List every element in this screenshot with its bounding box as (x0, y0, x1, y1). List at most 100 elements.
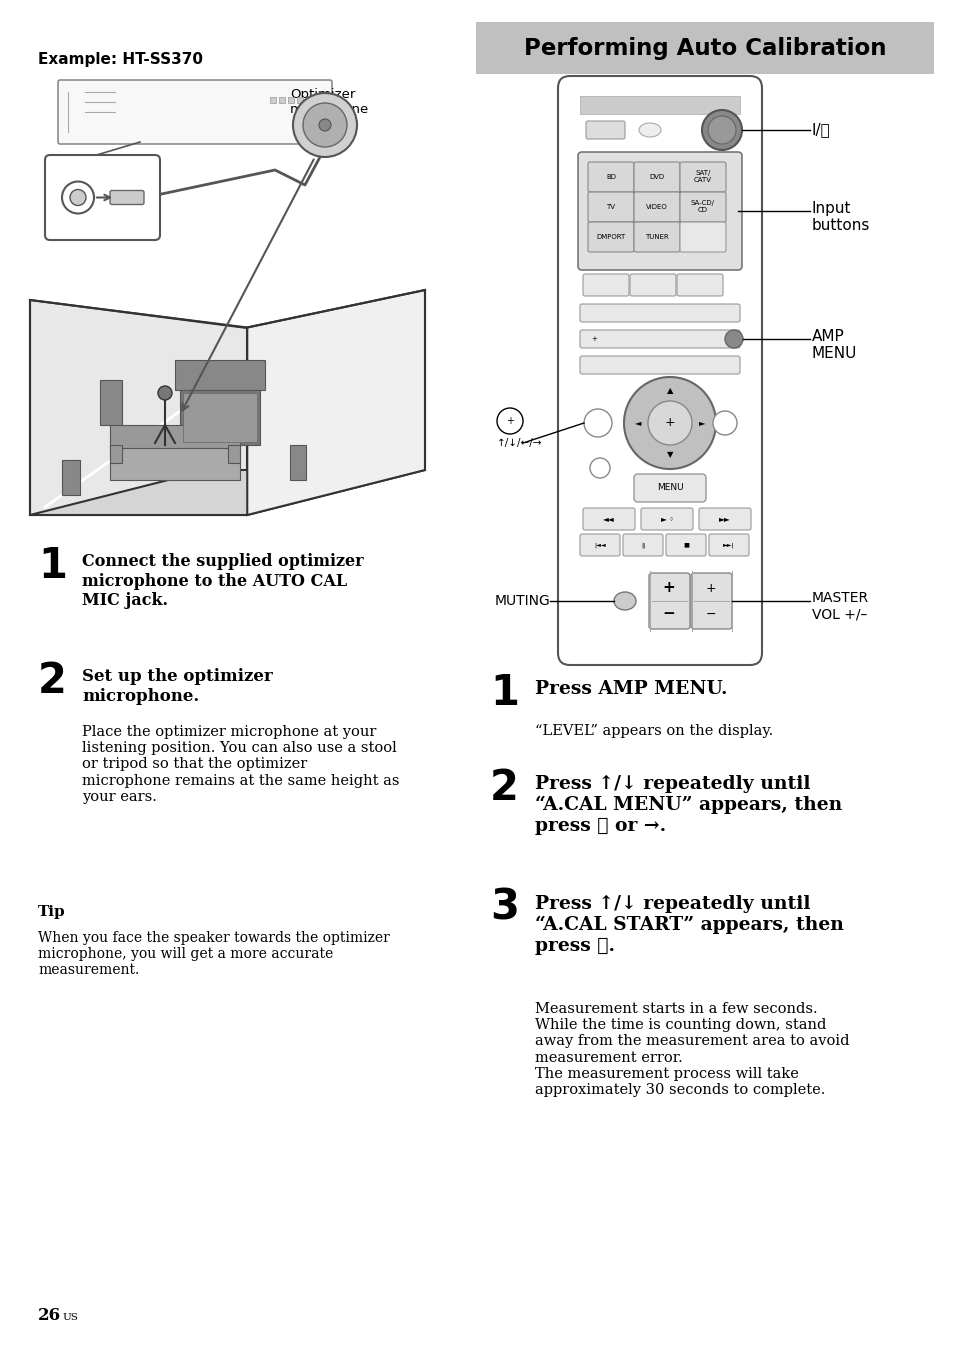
Text: −: − (705, 607, 716, 621)
Text: −: − (662, 607, 675, 622)
FancyBboxPatch shape (677, 274, 722, 296)
Bar (314, 97, 320, 103)
Text: SAT/
CATV: SAT/ CATV (693, 170, 711, 184)
Bar (296, 97, 303, 103)
Text: |◄◄: |◄◄ (594, 542, 605, 548)
Text: Place the optimizer microphone at your
listening position. You can also use a st: Place the optimizer microphone at your l… (82, 725, 399, 804)
Circle shape (303, 103, 347, 147)
FancyBboxPatch shape (634, 162, 679, 192)
Circle shape (712, 411, 737, 435)
Text: 1: 1 (38, 545, 67, 587)
Circle shape (583, 410, 612, 437)
FancyBboxPatch shape (634, 192, 679, 222)
Text: ▼: ▼ (666, 450, 673, 460)
FancyBboxPatch shape (634, 222, 679, 251)
Ellipse shape (639, 123, 660, 137)
FancyBboxPatch shape (634, 475, 705, 502)
Text: ||: || (640, 542, 644, 548)
Text: ►►: ►► (719, 515, 730, 523)
Text: Press ↑/↓ repeatedly until
“A.CAL START” appears, then
press ⓣ.: Press ↑/↓ repeatedly until “A.CAL START”… (535, 895, 843, 955)
Circle shape (497, 408, 522, 434)
Text: ▲: ▲ (666, 387, 673, 396)
Bar (110, 445, 240, 480)
Circle shape (70, 189, 86, 206)
Bar (288, 97, 294, 103)
Circle shape (318, 119, 331, 131)
Text: Performing Auto Calibration: Performing Auto Calibration (523, 37, 885, 59)
Bar (174, 360, 265, 389)
Text: Input
buttons: Input buttons (811, 201, 869, 234)
Text: VIDEO: VIDEO (645, 204, 667, 210)
Text: TUNER: TUNER (644, 234, 668, 241)
Text: ► ◦: ► ◦ (659, 515, 673, 523)
FancyBboxPatch shape (679, 222, 725, 251)
FancyBboxPatch shape (679, 192, 725, 222)
Bar (110, 425, 240, 448)
Text: Tip: Tip (38, 904, 66, 919)
Text: Measurement starts in a few seconds.
While the time is counting down, stand
away: Measurement starts in a few seconds. Whi… (535, 1002, 848, 1096)
Text: AMP
MENU: AMP MENU (811, 329, 857, 361)
Bar (100, 380, 122, 425)
Bar (278, 97, 285, 103)
Bar (180, 389, 260, 445)
Text: DVD: DVD (649, 174, 664, 180)
Bar (183, 393, 256, 442)
Polygon shape (247, 289, 424, 515)
Text: +: + (705, 581, 716, 595)
Text: DMPORT: DMPORT (596, 234, 625, 241)
Text: +: + (664, 416, 675, 430)
FancyBboxPatch shape (587, 222, 634, 251)
Text: ►►|: ►►| (722, 542, 734, 548)
FancyBboxPatch shape (45, 155, 160, 241)
Bar (306, 97, 312, 103)
Text: US: US (62, 1313, 78, 1321)
Text: MENU: MENU (656, 484, 682, 492)
Bar (228, 445, 240, 462)
Circle shape (623, 377, 716, 469)
FancyBboxPatch shape (579, 304, 740, 322)
Text: 1: 1 (490, 672, 518, 714)
Bar (290, 445, 306, 480)
Circle shape (647, 402, 691, 445)
Circle shape (589, 458, 609, 479)
Text: Connect the supplied optimizer
microphone to the AUTO CAL
MIC jack.: Connect the supplied optimizer microphon… (82, 553, 363, 610)
Circle shape (293, 93, 356, 157)
FancyBboxPatch shape (640, 508, 692, 530)
Text: +: + (591, 337, 597, 342)
FancyBboxPatch shape (690, 573, 731, 629)
Text: BD: BD (605, 174, 616, 180)
Text: 3: 3 (490, 887, 518, 929)
Text: Press ↑/↓ repeatedly until
“A.CAL MENU” appears, then
press ⓣ or →.: Press ↑/↓ repeatedly until “A.CAL MENU” … (535, 775, 841, 836)
Text: SA-CD/
CD: SA-CD/ CD (690, 200, 714, 214)
Text: ►: ► (698, 419, 704, 427)
FancyBboxPatch shape (110, 191, 144, 204)
Text: Set up the optimizer
microphone.: Set up the optimizer microphone. (82, 668, 273, 704)
FancyBboxPatch shape (648, 573, 689, 629)
Text: TV: TV (606, 204, 615, 210)
Text: ◄◄: ◄◄ (602, 515, 615, 523)
Text: ■: ■ (682, 542, 688, 548)
FancyBboxPatch shape (699, 508, 750, 530)
FancyBboxPatch shape (58, 80, 332, 145)
FancyBboxPatch shape (579, 534, 619, 556)
Text: ◄: ◄ (634, 419, 640, 427)
Bar (62, 460, 80, 495)
Bar (579, 96, 740, 114)
FancyBboxPatch shape (587, 192, 634, 222)
Circle shape (62, 181, 94, 214)
Text: CAL MIC: CAL MIC (85, 227, 130, 237)
Text: Example: HT-SS370: Example: HT-SS370 (38, 51, 203, 68)
FancyBboxPatch shape (558, 76, 761, 665)
Text: 26: 26 (38, 1306, 61, 1324)
FancyBboxPatch shape (582, 508, 635, 530)
FancyBboxPatch shape (629, 274, 676, 296)
FancyBboxPatch shape (579, 356, 740, 375)
Bar (270, 97, 275, 103)
FancyBboxPatch shape (665, 534, 705, 556)
FancyBboxPatch shape (708, 534, 748, 556)
Ellipse shape (614, 592, 636, 610)
Text: “LEVEL” appears on the display.: “LEVEL” appears on the display. (535, 725, 773, 738)
Text: +: + (662, 580, 675, 595)
Bar (110, 445, 122, 462)
Polygon shape (30, 470, 424, 515)
